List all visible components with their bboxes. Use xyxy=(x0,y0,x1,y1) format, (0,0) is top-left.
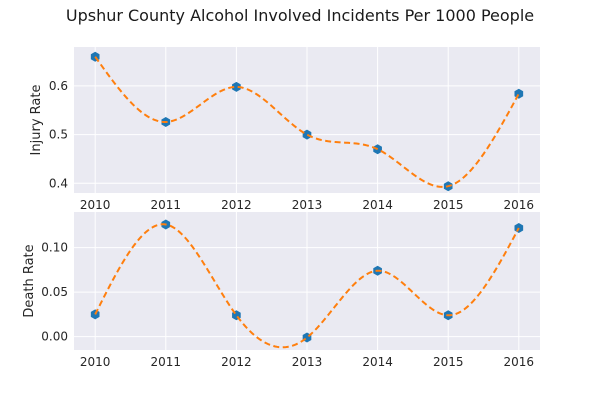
death-trend-curve xyxy=(94,223,520,349)
injury-y-tick-label: 0.5 xyxy=(49,128,68,142)
death-x-tick-label: 2013 xyxy=(292,355,323,369)
injury-data-point xyxy=(232,81,241,92)
death-x-tick-label: 2012 xyxy=(221,355,252,369)
injury-x-tick-label: 2011 xyxy=(151,198,182,212)
injury-data-point xyxy=(302,129,312,140)
injury-y-tick-label: 0.6 xyxy=(49,79,68,93)
injury-y-axis-label: Injury Rate xyxy=(29,85,44,156)
death-rate-panel: 2010 2011 2012 2013 2014 2015 2016 0.00 0.05 0.10… xyxy=(22,212,540,369)
death-y-tick-label: 0.05 xyxy=(41,285,68,299)
injury-y-tick-label: 0.4 xyxy=(49,176,68,190)
death-x-tick-label: 2016 xyxy=(504,355,535,369)
death-x-tick-label: 2010 xyxy=(80,355,111,369)
chart-title: Upshur County Alcohol Involved Incidents… xyxy=(66,6,534,25)
injury-trend-curve xyxy=(94,56,520,188)
injury-x-tick-label: 2010 xyxy=(80,198,111,212)
death-y-tick-label: 0.00 xyxy=(41,330,68,344)
injury-x-tick-label: 2013 xyxy=(292,198,323,212)
death-x-tick-label: 2014 xyxy=(362,355,393,369)
death-y-axis-label: Death Rate xyxy=(22,244,37,317)
injury-x-tick-label: 2016 xyxy=(504,198,535,212)
injury-rate-panel: 2010 2011 2012 2013 2014 2015 2016 0.4 0.5 0.6 Inj… xyxy=(29,47,540,212)
injury-x-tick-label: 2014 xyxy=(362,198,393,212)
death-x-tick-label: 2015 xyxy=(433,355,464,369)
death-x-tick-label: 2011 xyxy=(151,355,182,369)
death-y-tick-label: 0.10 xyxy=(41,241,68,255)
injury-x-tick-label: 2015 xyxy=(433,198,464,212)
injury-x-tick-label: 2012 xyxy=(221,198,252,212)
